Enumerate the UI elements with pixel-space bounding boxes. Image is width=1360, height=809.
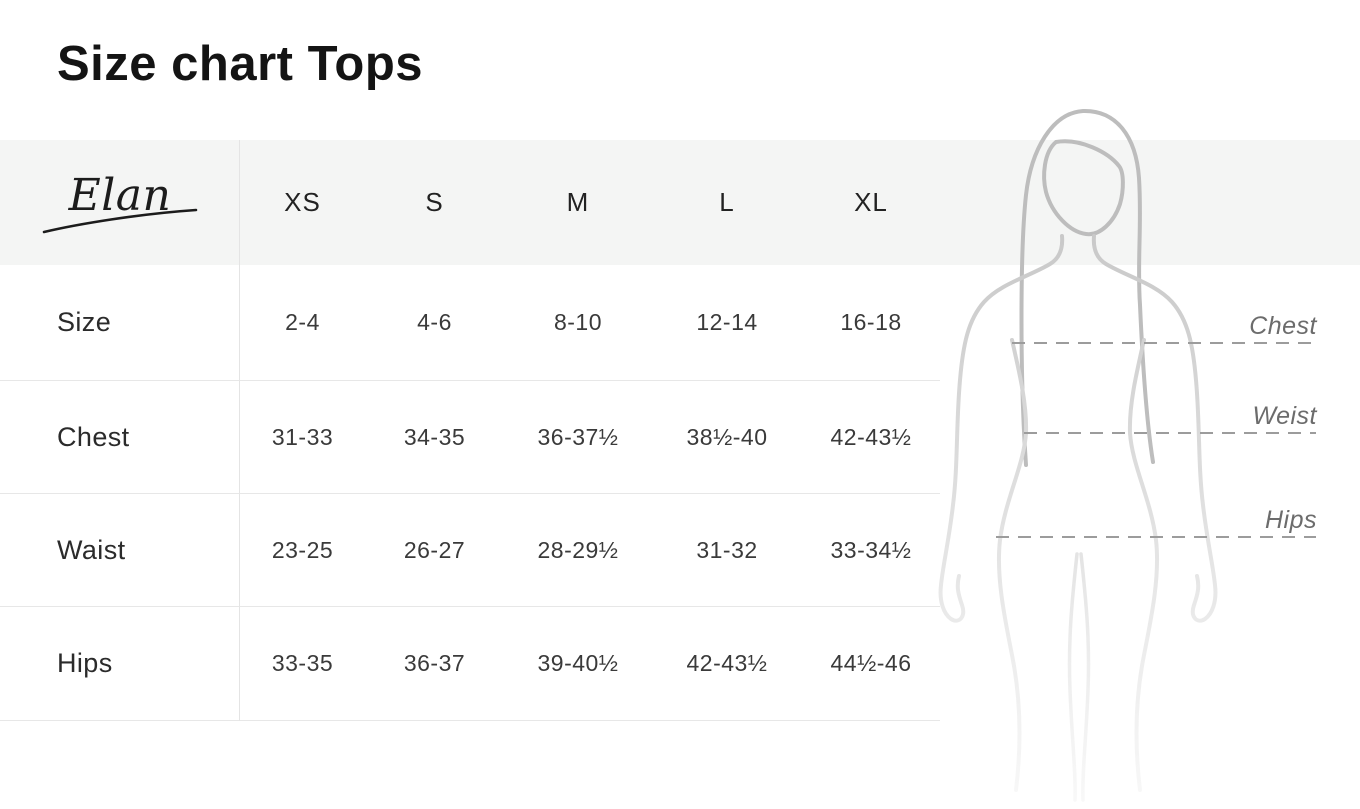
table-cell: 34-35 — [365, 381, 504, 494]
size-chart-table: Elan XS S M L XL Size 2-4 4-6 8-10 12-14… — [0, 140, 940, 721]
brand-logo-cell: Elan — [0, 140, 240, 265]
table-cell: 28-29½ — [504, 494, 652, 607]
table-cell: 33-35 — [240, 607, 365, 721]
table-cell: 42-43½ — [652, 607, 802, 721]
row-label-waist: Waist — [0, 494, 240, 607]
table-cell: 42-43½ — [802, 381, 940, 494]
table-cell: 4-6 — [365, 265, 504, 381]
figure-left-torso-outline — [996, 338, 1029, 792]
column-header-m: M — [566, 187, 590, 217]
figure-inner-right-leg — [1079, 552, 1091, 802]
table-cell: 16-18 — [802, 265, 940, 381]
table-cell: 39-40½ — [504, 607, 652, 721]
table-cell: 36-37½ — [504, 381, 652, 494]
table-cell: 38½-40 — [652, 381, 802, 494]
figure-inner-left-leg — [1067, 552, 1079, 802]
table-cell: 36-37 — [365, 607, 504, 721]
column-header-xs: XS — [284, 187, 321, 217]
figure-label-chest: Chest — [1249, 312, 1317, 340]
column-header-xl: XL — [854, 187, 888, 217]
table-cell: 2-4 — [240, 265, 365, 381]
table-cell: 23-25 — [240, 494, 365, 607]
table-cell: 31-33 — [240, 381, 365, 494]
table-cell: 8-10 — [504, 265, 652, 381]
brand-logo: Elan — [42, 170, 197, 233]
page-title: Size chart Tops — [57, 37, 424, 91]
table-cell: 44½-46 — [802, 607, 940, 721]
row-label-hips: Hips — [0, 607, 240, 721]
figure-left-arm-outline — [938, 234, 1065, 623]
table-cell: 31-32 — [652, 494, 802, 607]
table-cell: 26-27 — [365, 494, 504, 607]
row-label-chest: Chest — [0, 381, 240, 494]
figure-label-hips: Hips — [1264, 506, 1317, 534]
row-label-size: Size — [0, 265, 240, 381]
brand-logo-underline — [42, 208, 197, 233]
column-header-l: L — [719, 187, 735, 217]
brand-logo-text: Elan — [67, 170, 171, 221]
table-cell: 12-14 — [652, 265, 802, 381]
column-header-s: S — [425, 187, 444, 217]
figure-label-waist: Weist — [1252, 402, 1317, 430]
table-cell: 33-34½ — [802, 494, 940, 607]
